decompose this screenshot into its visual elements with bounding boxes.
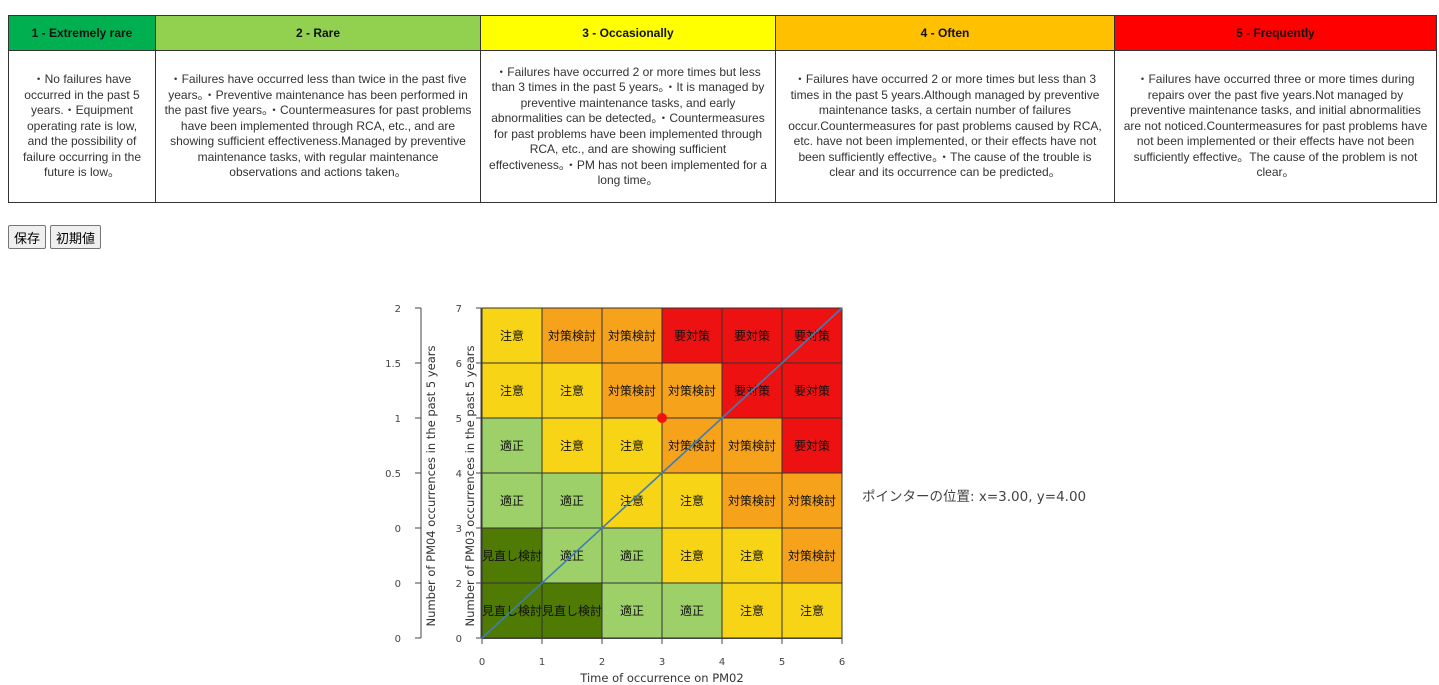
y2-tick-label: 0.5 xyxy=(385,469,401,480)
heatmap-cell xyxy=(661,362,723,419)
heatmap-cell xyxy=(781,362,843,419)
cell-label: 注意 xyxy=(560,383,584,398)
y-tick-label: 6 xyxy=(456,359,462,370)
cell-label: 対策検討 xyxy=(668,383,716,398)
description-frequently: ・Failures have occurred three or more ti… xyxy=(1114,50,1437,203)
heatmap-cell xyxy=(481,527,543,584)
heatmap-cell xyxy=(601,362,663,419)
cell-label: 対策検討 xyxy=(788,493,836,508)
x-tick-label: 0 xyxy=(479,657,485,668)
y2-tick-label: 0 xyxy=(395,634,401,645)
heatmap-cell xyxy=(721,307,783,364)
description-extremely-rare: ・No failures have occurred in the past 5… xyxy=(8,50,156,203)
cell-label: 適正 xyxy=(560,493,584,508)
heatmap-cell xyxy=(661,527,723,584)
heatmap-cell xyxy=(601,582,663,639)
heatmap-cell xyxy=(721,472,783,529)
cell-label: 要対策 xyxy=(794,384,830,398)
cell-label: 対策検討 xyxy=(788,548,836,563)
y-tick-label: 0 xyxy=(456,634,462,645)
cell-label: 要対策 xyxy=(794,439,830,453)
y-tick-label: 2 xyxy=(456,579,462,590)
heatmap-cell xyxy=(661,307,723,364)
cell-label: 注意 xyxy=(500,383,524,398)
heatmap-cell xyxy=(721,527,783,584)
cell-label: 注意 xyxy=(500,328,524,343)
y-tick-label: 5 xyxy=(456,414,462,425)
cell-label: 対策検討 xyxy=(548,328,596,343)
description-often: ・Failures have occurred 2 or more times … xyxy=(775,50,1115,203)
header-often: 4 - Often xyxy=(775,15,1115,51)
pointer-position: ポインターの位置: x=3.00, y=4.00 xyxy=(862,489,1087,505)
cell-label: 適正 xyxy=(500,438,524,453)
description-occasionally: ・Failures have occurred 2 or more times … xyxy=(480,50,776,203)
x-tick-label: 4 xyxy=(719,657,725,668)
heatmap-cell xyxy=(541,472,603,529)
cell-label: 見直し検討 xyxy=(482,548,542,563)
y2-tick-label: 0 xyxy=(395,524,401,535)
cell-label: 注意 xyxy=(680,548,704,563)
y-tick-label: 4 xyxy=(456,469,462,480)
y-tick-label: 3 xyxy=(456,524,462,535)
x-tick-label: 5 xyxy=(779,657,785,668)
cell-label: 見直し検討 xyxy=(542,603,602,618)
y2-axis-title: Number of PM04 occurrences in the past 5… xyxy=(424,346,438,627)
x-axis-title: Time of occurrence on PM02 xyxy=(579,671,743,685)
x-tick-label: 3 xyxy=(659,657,665,668)
cell-label: 注意 xyxy=(800,603,824,618)
header-frequently: 5 - Frequently xyxy=(1114,15,1437,51)
y2-tick-label: 1.5 xyxy=(385,359,401,370)
y-axis-title: Number of PM03 occurrences in the past 5… xyxy=(463,346,477,627)
pointer-marker[interactable] xyxy=(657,413,667,423)
heatmap-cell xyxy=(601,527,663,584)
y2-tick-label: 1 xyxy=(395,414,401,425)
heatmap-cell xyxy=(481,362,543,419)
frequency-table: 1 - Extremely rare 2 - Rare 3 - Occasion… xyxy=(8,15,1437,203)
cell-label: 注意 xyxy=(740,548,764,563)
header-extremely-rare: 1 - Extremely rare xyxy=(8,15,156,51)
save-button[interactable]: 保存 xyxy=(8,225,47,249)
cell-label: 注意 xyxy=(620,438,644,453)
y-tick-label: 7 xyxy=(456,304,462,315)
heatmap-cell xyxy=(661,472,723,529)
x-tick-label: 1 xyxy=(539,657,545,668)
cell-label: 注意 xyxy=(740,603,764,618)
cell-label: 対策検討 xyxy=(608,383,656,398)
heatmap-cell xyxy=(781,472,843,529)
cell-label: 対策検討 xyxy=(608,328,656,343)
y2-tick-label: 0 xyxy=(395,579,401,590)
cell-label: 注意 xyxy=(680,493,704,508)
cell-label: 注意 xyxy=(560,438,584,453)
cell-label: 適正 xyxy=(500,493,524,508)
x-tick-label: 2 xyxy=(599,657,605,668)
x-tick-label: 6 xyxy=(839,657,845,668)
cell-label: 要対策 xyxy=(734,329,770,343)
cell-label: 対策検討 xyxy=(728,493,776,508)
cell-label: 適正 xyxy=(620,603,644,618)
heatmap-cell xyxy=(781,417,843,474)
trend-line xyxy=(481,307,843,639)
heatmap-cell xyxy=(661,582,723,639)
description-rare: ・Failures have occurred less than twice … xyxy=(155,50,481,203)
heatmap-cell xyxy=(541,582,603,639)
reset-button[interactable]: 初期値 xyxy=(50,225,102,249)
heatmap-cell xyxy=(721,417,783,474)
cell-label: 対策検討 xyxy=(728,438,776,453)
cell-label: 要対策 xyxy=(674,329,710,343)
cell-label: 適正 xyxy=(680,603,704,618)
y2-tick-label: 2 xyxy=(395,304,401,315)
heatmap-cell xyxy=(601,417,663,474)
cell-label: 適正 xyxy=(620,548,644,563)
